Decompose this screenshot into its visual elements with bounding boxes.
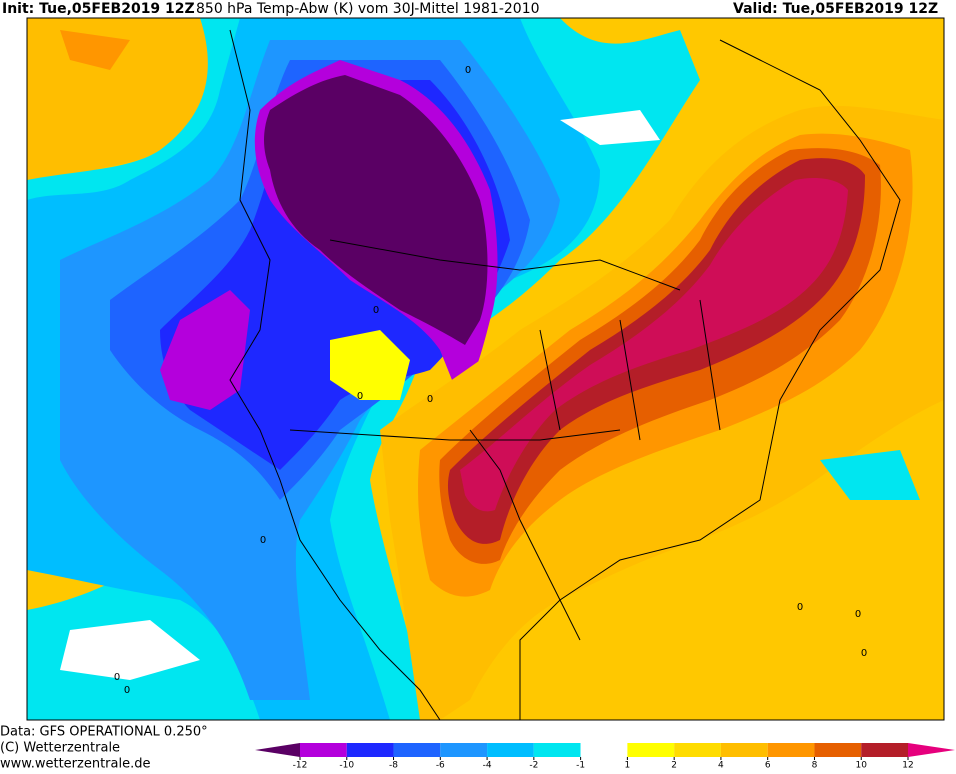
field	[264, 75, 488, 345]
field	[60, 30, 130, 70]
field	[27, 18, 217, 200]
colorbar-tick-label: -1	[576, 761, 585, 771]
title: 850 hPa Temp-Abw (K) vom 30J-Mittel 1981…	[196, 1, 540, 17]
coastlines	[229, 29, 901, 720]
colorbar-tick-label: -6	[436, 761, 445, 771]
footer-copyright: (C) Wetterzentrale	[0, 741, 120, 756]
footer-url: www.wetterzentrale.de	[0, 757, 150, 771]
colorbar-tick-label: 2	[671, 761, 677, 771]
colorbar-arrow	[908, 743, 955, 757]
map-frame	[26, 17, 945, 721]
contour-label: 0	[124, 685, 130, 696]
field	[820, 450, 920, 500]
contour-label: 0	[855, 609, 861, 620]
field	[460, 178, 848, 512]
colorbar-segment	[861, 743, 908, 757]
colorbar-tick-label: 4	[718, 761, 724, 771]
colorbar-segment	[393, 743, 441, 757]
init-text: Init: Tue,05FEB2019 12Z	[2, 1, 195, 17]
colorbar-segment	[440, 743, 488, 757]
contour-label: 0	[357, 391, 363, 402]
field	[60, 620, 200, 680]
colorbar-tick-label: -8	[389, 761, 398, 771]
colorbar-tick-label: 6	[765, 761, 771, 771]
contour-label: 0	[427, 394, 433, 405]
contour-label: 0	[260, 535, 266, 546]
contour-label: 0	[373, 305, 379, 316]
field	[160, 290, 250, 410]
contour-label: 0	[465, 65, 471, 76]
field	[560, 110, 660, 145]
valid-text: Valid: Tue,05FEB2019 12Z	[733, 1, 938, 17]
colorbar-segment	[487, 743, 534, 757]
contour-label: 0	[797, 602, 803, 613]
colorbar-tick-label: 8	[812, 761, 818, 771]
colorbar-segment	[720, 743, 768, 757]
colorbar-tick-label: -12	[293, 761, 308, 771]
colorbar-segment	[346, 743, 394, 757]
field	[330, 330, 410, 400]
colorbar-segment	[674, 743, 721, 757]
colorbar: -12 -10 -8 -6 -4 -2 -1 1 2 4 6 8 10 12	[255, 743, 955, 771]
footer-data: Data: GFS OPERATIONAL 0.250°	[0, 725, 208, 740]
colorbar-tick-label: -10	[339, 761, 354, 771]
colorbar-segment	[767, 743, 815, 757]
colorbar-segment	[580, 743, 628, 757]
colorbar-segment	[814, 743, 862, 757]
contour-label: 0	[861, 648, 867, 659]
colorbar-tick-label: -2	[529, 761, 538, 771]
colorbar-arrow	[255, 743, 300, 757]
colorbar-tick-label: 10	[856, 761, 868, 771]
colorbar-segment	[533, 743, 581, 757]
colorbar-tick-label: 1	[625, 761, 631, 771]
colorbar-tick-label: 12	[902, 761, 913, 771]
colorbar-tick-label: -4	[483, 761, 492, 771]
colorbar-segment	[300, 743, 347, 757]
contour-label: 0	[114, 672, 120, 683]
colorbar-segment	[627, 743, 675, 757]
map: 0 0 0 0 0 0 0 0 0 0	[27, 18, 944, 720]
